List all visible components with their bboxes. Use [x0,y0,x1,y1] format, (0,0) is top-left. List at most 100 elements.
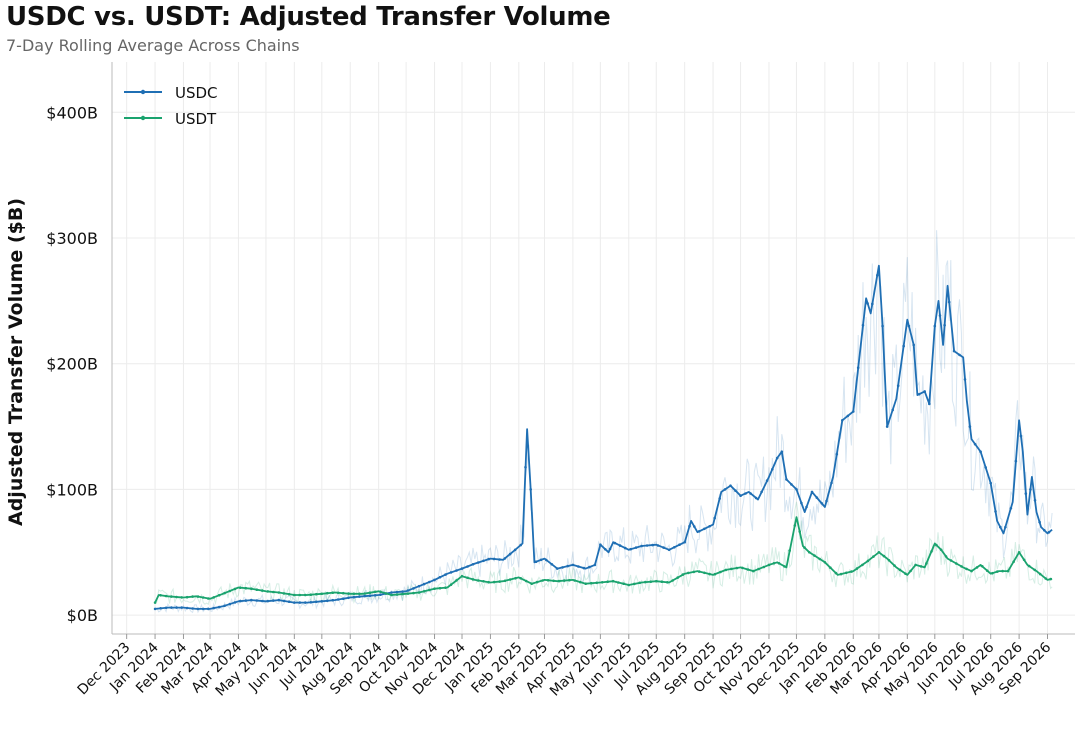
data-point-usdc [534,560,538,563]
data-point-usdt [541,579,544,582]
data-point-usdt [730,567,733,571]
data-point-usdc [304,601,307,604]
data-point-usdc [255,599,259,602]
series-lines [153,264,1053,611]
data-point-usdt [358,592,361,596]
data-point-usdt [471,578,475,581]
data-point-usdt [746,568,750,571]
data-point-usdc [191,607,194,610]
data-point-usdt [845,571,848,575]
data-point-usdc [697,530,701,533]
data-point-usdc [1009,507,1013,510]
data-point-usdc [417,584,421,588]
data-point-usdt [666,581,669,584]
data-point-usdt [713,572,717,576]
data-point-usdt [514,577,517,580]
data-point-usdt [422,590,426,593]
data-point-usdc [718,497,721,500]
data-point-usdc [233,601,237,604]
data-point-usdt [482,580,485,583]
data-point-usdc [315,600,318,604]
data-point-usdc [326,599,329,603]
data-point-usdc [588,565,591,569]
data-point-usdt [207,597,210,600]
data-point-usdc [159,607,162,610]
data-point-usdc [624,546,627,550]
data-point-usdc [754,496,758,500]
data-point-usdt [352,592,356,596]
data-point-usdc [539,558,543,562]
data-point-usdt [492,580,496,584]
data-point-usdt [808,551,811,554]
data-point-usdc [201,607,205,611]
y-tick-label: $200B [46,355,98,374]
data-point-usdt [519,577,522,580]
data-point-usdc [228,602,232,606]
data-point-usdc [634,546,638,549]
data-point-usdc [217,605,221,609]
data-point-usdt [153,601,157,604]
data-point-usdt [767,563,771,567]
data-point-usdc [272,599,275,602]
data-point-usdc [277,598,281,602]
data-point-usdc [180,606,183,609]
data-point-usdt [368,591,372,594]
data-point-usdc [379,593,382,596]
data-point-usdc [999,525,1002,529]
data-point-usdc [261,599,264,603]
data-point-usdc [703,527,706,531]
data-point-usdt [898,568,902,572]
data-point-usdt [611,579,615,583]
data-point-usdt [287,592,291,596]
grid-lines [112,62,1075,634]
data-point-usdc [352,595,356,599]
data-point-usdc [428,580,431,584]
legend: USDC USDT [124,84,218,128]
data-point-usdt [829,566,832,569]
data-point-usdt [944,555,948,558]
data-point-usdc [688,524,691,528]
data-point-usdc [556,567,559,570]
data-point-usdt [498,580,501,583]
data-point-usdt [930,550,933,553]
data-point-usdc [342,597,345,600]
data-point-usdt [1049,577,1052,581]
data-point-usdc [810,490,814,494]
data-point-usdc [1014,459,1018,463]
data-point-usdc [667,548,671,552]
data-point-usdc [896,384,900,388]
data-point-usdc [320,600,324,603]
data-point-usdc [153,607,157,611]
data-point-usdc [566,564,569,568]
data-point-usdc [298,601,302,604]
data-point-usdt [788,549,791,552]
data-point-usdc [846,414,850,418]
data-point-usdt [872,555,875,558]
data-point-usdc [800,501,803,505]
data-point-usdt [433,587,436,590]
data-point-usdt [255,588,259,591]
data-point-usdc [835,452,839,456]
data-point-usdc [923,390,926,393]
y-axis-ticks: $0B $100B $200B $300B $400B [46,103,98,625]
data-point-usdc [651,543,654,547]
data-point-usdt [622,582,625,585]
data-point-usdt [818,557,821,561]
data-point-usdc [902,344,905,348]
data-point-usdt [798,530,801,533]
data-point-usdc [861,323,865,327]
data-point-usdt [681,573,685,576]
data-point-usdc [170,606,173,609]
data-point-usdt [223,591,226,595]
data-point-usdt [272,590,275,594]
data-point-usdt [395,593,399,596]
data-point-usdc [825,499,828,503]
data-point-usdc [524,465,527,469]
raw-series-traces [154,230,1053,614]
data-point-usdc [795,488,798,491]
data-point-usdc [1043,529,1046,532]
data-point-usdc [373,594,377,597]
data-point-usdt [1044,577,1047,580]
